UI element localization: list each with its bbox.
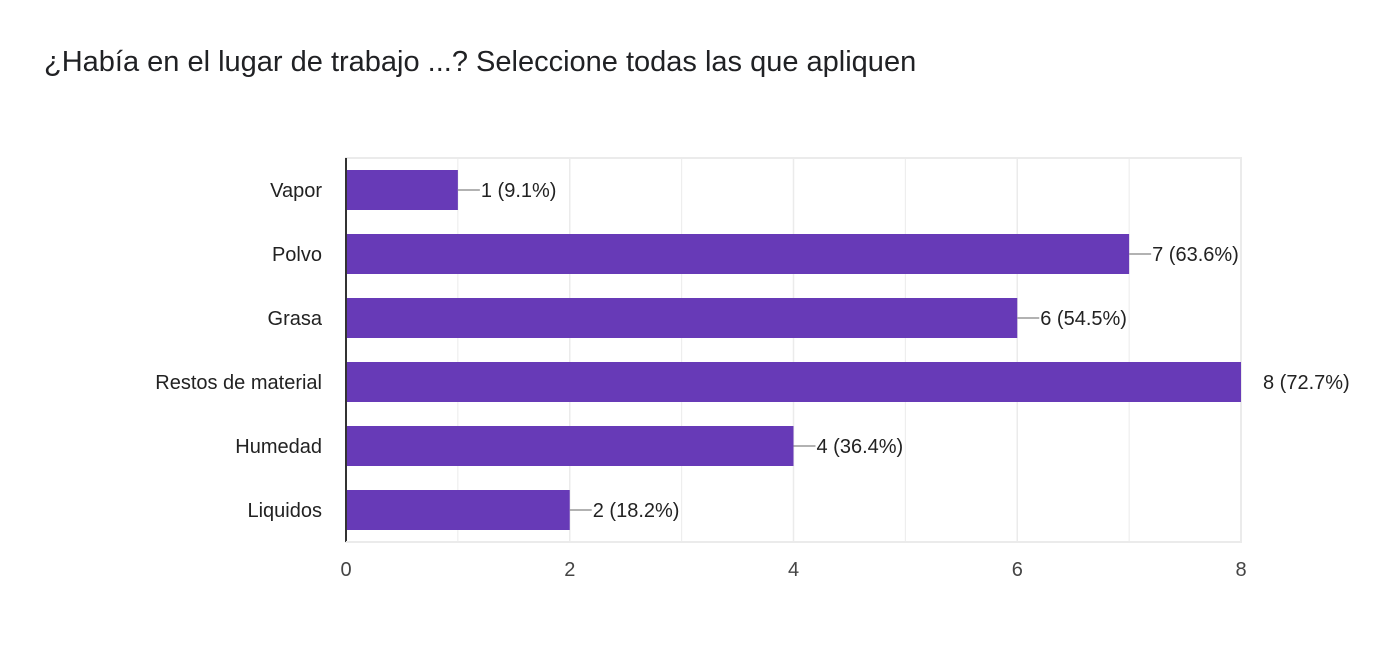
category-label: Vapor: [270, 180, 322, 202]
bars: [346, 170, 1241, 530]
labels: 1 (9.1%) Vapor 7 (63.6%) Polvo 6 (54.5%) Gras…: [155, 180, 1349, 581]
category-label: Grasa: [268, 308, 323, 330]
grid-lines: [345, 157, 1242, 543]
x-tick-label: 4: [788, 559, 799, 581]
bar: [346, 170, 458, 210]
category-label: Humedad: [235, 436, 322, 458]
x-tick-label: 8: [1235, 559, 1246, 581]
data-label: 6 (54.5%): [1040, 308, 1127, 330]
x-tick-label: 0: [340, 559, 351, 581]
category-label: Liquidos: [247, 500, 322, 522]
category-label: Polvo: [272, 244, 322, 266]
x-tick-label: 2: [564, 559, 575, 581]
category-label: Restos de material: [155, 372, 322, 394]
data-label: 4 (36.4%): [817, 436, 904, 458]
data-label: 8 (72.7%): [1263, 372, 1350, 394]
bar: [346, 490, 570, 530]
x-tick-label: 6: [1012, 559, 1023, 581]
axes: [345, 158, 1241, 543]
data-label: 7 (63.6%): [1152, 244, 1239, 266]
chart-title: ¿Había en el lugar de trabajo ...? Selec…: [44, 46, 917, 78]
bar: [346, 298, 1018, 338]
data-label: 1 (9.1%): [481, 180, 557, 202]
data-label: 2 (18.2%): [593, 500, 680, 522]
bar: [346, 234, 1130, 274]
bar: [346, 426, 794, 466]
bar: [346, 362, 1241, 402]
